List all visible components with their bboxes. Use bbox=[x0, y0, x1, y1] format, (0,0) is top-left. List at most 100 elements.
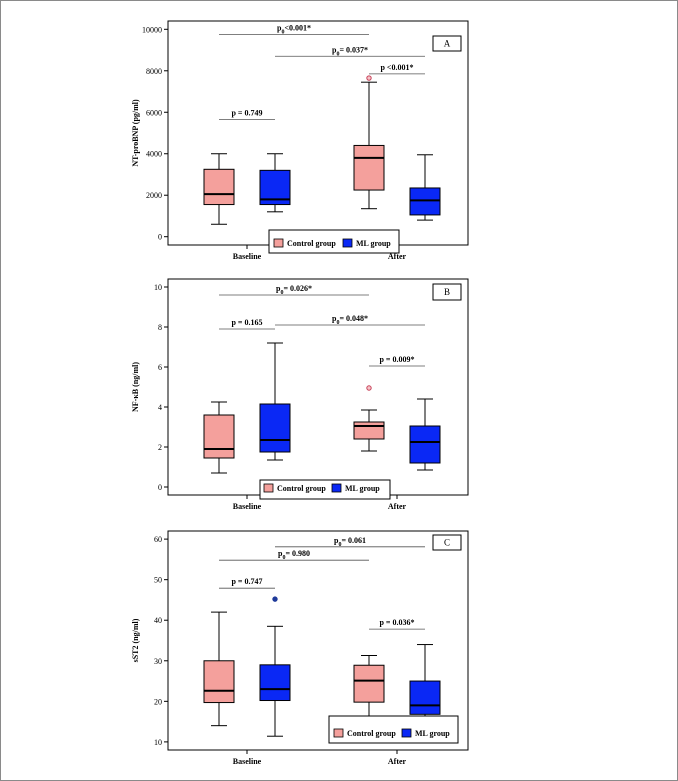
iqr-box bbox=[203, 660, 235, 704]
y-tick-label: 0 bbox=[158, 233, 162, 242]
legend: Control group ML group bbox=[328, 715, 459, 744]
iqr-box bbox=[409, 425, 441, 464]
y-tick-label: 4000 bbox=[146, 150, 162, 159]
p-value-label: p = 0.165 bbox=[231, 318, 262, 327]
y-tick-label: 2000 bbox=[146, 191, 162, 200]
y-tick-label: 10 bbox=[154, 738, 162, 747]
p-value-label: p0<0.001* bbox=[277, 23, 311, 35]
iqr-box bbox=[259, 403, 291, 453]
panel-letter: B bbox=[444, 287, 450, 297]
p-value-subscript: 0 bbox=[282, 555, 285, 561]
y-tick-label: 20 bbox=[154, 697, 162, 706]
x-category-label: After bbox=[388, 757, 407, 766]
p-value-annotation: p = 0.036* bbox=[369, 618, 425, 630]
legend-swatch bbox=[333, 728, 344, 738]
panel-letter-box bbox=[432, 35, 462, 52]
ml-box-after bbox=[409, 644, 441, 724]
p-value-rest: <0.001* bbox=[284, 23, 311, 32]
p-value-subscript: 0 bbox=[280, 290, 283, 296]
control-box-baseline bbox=[203, 401, 235, 474]
iqr-box bbox=[353, 144, 385, 191]
panel-letter-box bbox=[432, 283, 462, 301]
y-axis-title: NT-proBNP (pg/ml) bbox=[131, 99, 140, 167]
legend-swatch bbox=[342, 238, 353, 248]
y-axis-title: sST2 (ng/ml) bbox=[131, 618, 140, 662]
p-value-text: p bbox=[334, 536, 339, 545]
y-tick-label: 2 bbox=[158, 443, 162, 452]
y-tick-label: 8000 bbox=[146, 67, 162, 76]
iqr-box bbox=[203, 168, 235, 206]
outlier-point bbox=[366, 75, 372, 81]
y-tick-label: 40 bbox=[154, 616, 162, 625]
iqr-box bbox=[203, 414, 235, 459]
p-value-text: p bbox=[332, 45, 337, 54]
legend-label: ML group bbox=[345, 484, 380, 493]
p-value-annotation: p = 0.749 bbox=[219, 109, 275, 120]
x-category-label: Baseline bbox=[233, 502, 262, 511]
p-value-rest: = 0.048* bbox=[339, 314, 368, 323]
p-value-annotation: p0= 0.048* bbox=[275, 314, 425, 326]
ml-box-after bbox=[409, 398, 441, 471]
p-value-label: p = 0.747 bbox=[231, 577, 262, 586]
y-axis-title: NF-κB (ng/ml) bbox=[131, 362, 140, 412]
y-tick-label: 30 bbox=[154, 657, 162, 666]
p-value-annotation: p0= 0.026* bbox=[219, 284, 369, 296]
plot-frame bbox=[167, 530, 469, 751]
y-tick-label: 50 bbox=[154, 576, 162, 585]
legend-label: ML group bbox=[356, 239, 391, 248]
legend-label: Control group bbox=[287, 239, 336, 248]
p-value-annotation: p = 0.165 bbox=[219, 318, 275, 330]
y-tick-label: 10 bbox=[154, 283, 162, 292]
legend: Control group ML group bbox=[259, 479, 391, 500]
iqr-box bbox=[353, 664, 385, 703]
p-value-text: p = 0.747 bbox=[231, 577, 262, 586]
p-value-text: p bbox=[277, 23, 282, 32]
p-value-label: p = 0.749 bbox=[231, 109, 262, 118]
p-value-subscript: 0 bbox=[281, 29, 284, 35]
iqr-box bbox=[259, 664, 291, 702]
p-value-text: p = 0.749 bbox=[231, 109, 262, 118]
iqr-box bbox=[409, 680, 441, 715]
p-value-annotation: p0<0.001* bbox=[219, 23, 369, 35]
x-category-label: Baseline bbox=[233, 252, 262, 261]
p-value-text: p = 0.036* bbox=[379, 618, 414, 627]
x-category-label: After bbox=[388, 252, 407, 261]
p-value-label: p0= 0.048* bbox=[332, 314, 368, 326]
legend-swatch bbox=[401, 728, 412, 738]
y-tick-label: 8 bbox=[158, 323, 162, 332]
ml-box-baseline bbox=[259, 342, 291, 461]
p-value-subscript: 0 bbox=[336, 320, 339, 326]
x-category-label: Baseline bbox=[233, 757, 262, 766]
legend-frame bbox=[259, 479, 391, 500]
y-tick-label: 4 bbox=[158, 403, 162, 412]
p-value-annotation: p0= 0.061 bbox=[275, 536, 425, 548]
y-tick-label: 6 bbox=[158, 363, 162, 372]
p-value-subscript: 0 bbox=[338, 542, 341, 548]
legend-frame bbox=[268, 229, 400, 254]
p-value-text: p bbox=[276, 284, 281, 293]
panel-letter: A bbox=[444, 39, 451, 49]
p-value-text: p = 0.165 bbox=[231, 318, 262, 327]
legend-label: ML group bbox=[415, 729, 450, 738]
panel-letter-box bbox=[432, 534, 462, 551]
p-value-label: p0= 0.980 bbox=[278, 549, 310, 561]
legend: Control group ML group bbox=[268, 229, 400, 254]
control-box-after bbox=[353, 385, 385, 452]
control-box-after bbox=[353, 75, 385, 210]
control-box-after bbox=[353, 655, 385, 730]
p-value-text: p bbox=[278, 549, 283, 558]
panel-a: 0 2000 4000 6000 8000 10000 NT-proBNP (pg/ml) B… bbox=[131, 20, 469, 261]
outlier-point bbox=[366, 385, 372, 391]
panel-letter: C bbox=[444, 538, 450, 548]
outlier-point bbox=[272, 596, 278, 602]
x-category-label: After bbox=[388, 502, 407, 511]
p-value-label: p0= 0.026* bbox=[276, 284, 312, 296]
control-box-baseline bbox=[203, 611, 235, 727]
p-value-annotation: p = 0.747 bbox=[219, 577, 275, 589]
legend-frame bbox=[328, 715, 459, 744]
ml-box-baseline bbox=[259, 596, 291, 737]
p-value-annotation: p = 0.009* bbox=[369, 355, 425, 367]
